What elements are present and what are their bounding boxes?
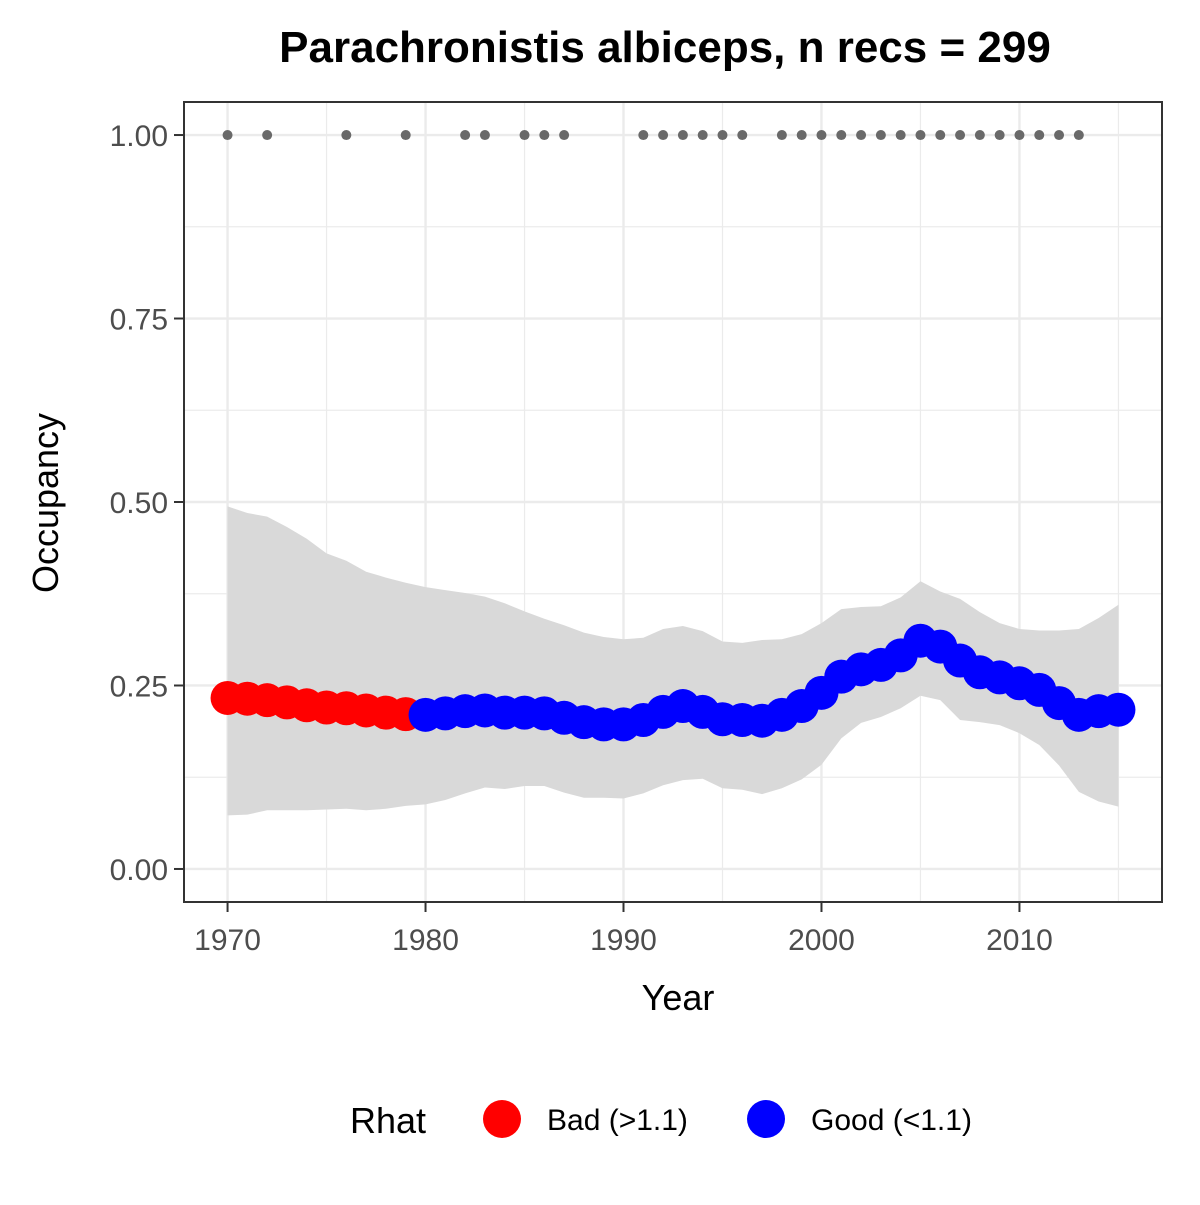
y-tick-label: 0.25 (110, 670, 168, 703)
record-point (1073, 130, 1084, 141)
record-points-layer (222, 130, 1084, 141)
record-point (875, 130, 886, 141)
record-point (955, 130, 966, 141)
record-point (1014, 130, 1025, 141)
chart-title: Parachronistis albiceps, n recs = 299 (279, 23, 1051, 72)
legend: Rhat Bad (>1.1) Good (<1.1) (350, 1100, 972, 1141)
record-point (677, 130, 688, 141)
x-tick-label: 2000 (788, 924, 855, 957)
legend-key-good (747, 1100, 785, 1138)
record-point (895, 130, 906, 141)
record-point (816, 130, 827, 141)
y-tick-label: 1.00 (110, 120, 168, 153)
legend-label-good: Good (<1.1) (811, 1104, 972, 1137)
record-point (658, 130, 669, 141)
record-point (935, 130, 946, 141)
record-point (539, 130, 550, 141)
y-tick-label: 0.00 (110, 854, 168, 887)
legend-title: Rhat (350, 1100, 426, 1141)
y-tick-label: 0.50 (110, 487, 168, 520)
record-point (974, 130, 985, 141)
y-axis-title: Occupancy (25, 413, 66, 593)
axes-layer: 1970 1980 1990 2000 2010 0.00 0.25 0.50 0.75 1.00 (110, 120, 1053, 957)
record-point (400, 130, 411, 141)
credible-interval-ribbon (227, 506, 1119, 816)
record-point (638, 130, 649, 141)
occupancy-points-layer (210, 623, 1136, 742)
record-point (479, 130, 490, 141)
x-axis-title: Year (642, 977, 715, 1018)
record-point (1034, 130, 1045, 141)
record-point (796, 130, 807, 141)
record-point (222, 130, 233, 141)
credible-interval-layer (227, 506, 1119, 816)
occupancy-point (1101, 692, 1136, 727)
record-point (737, 130, 748, 141)
record-point (717, 130, 728, 141)
legend-key-bad (483, 1100, 521, 1138)
record-point (915, 130, 926, 141)
x-tick-label: 1980 (392, 924, 459, 957)
record-point (1054, 130, 1065, 141)
record-point (856, 130, 867, 141)
record-point (519, 130, 530, 141)
record-point (460, 130, 471, 141)
record-point (994, 130, 1005, 141)
record-point (697, 130, 708, 141)
record-point (341, 130, 352, 141)
record-point (559, 130, 570, 141)
record-point (836, 130, 847, 141)
x-tick-label: 1990 (590, 924, 657, 957)
record-point (262, 130, 273, 141)
y-tick-label: 0.75 (110, 304, 168, 337)
x-tick-label: 1970 (194, 924, 261, 957)
legend-label-bad: Bad (>1.1) (547, 1104, 688, 1137)
x-tick-label: 2010 (986, 924, 1053, 957)
record-point (776, 130, 787, 141)
